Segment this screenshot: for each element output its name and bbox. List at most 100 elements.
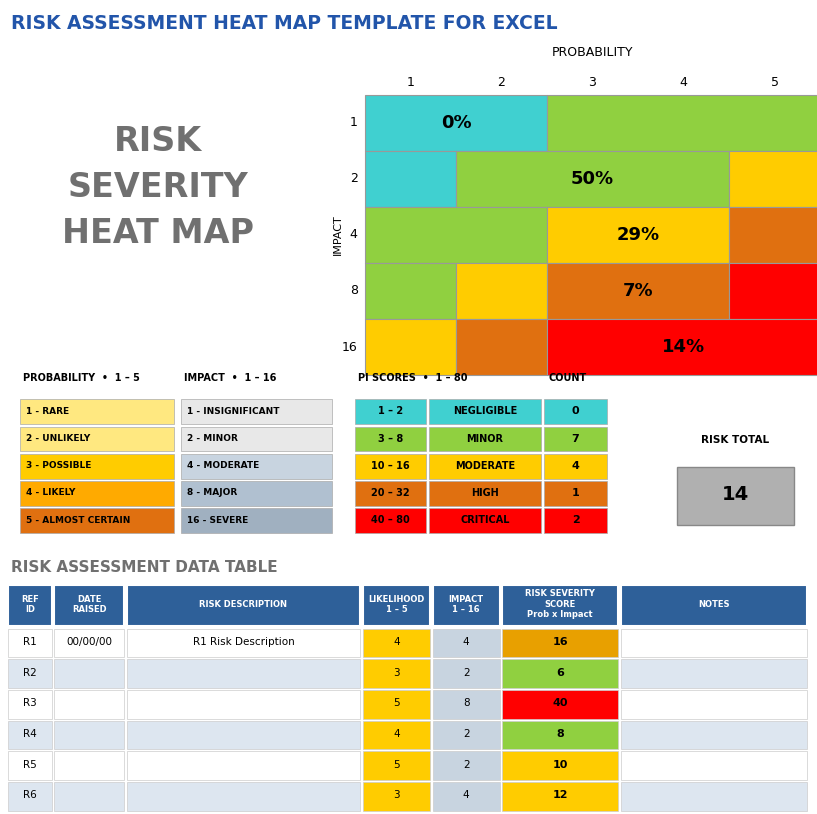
Bar [181, 508, 332, 533]
Text: 5: 5 [393, 698, 400, 708]
Bar [127, 751, 360, 780]
Text: RISK SEVERITY
SCORE
Prob x Impact: RISK SEVERITY SCORE Prob x Impact [525, 589, 596, 619]
Text: 4: 4 [393, 729, 400, 739]
Text: 1 - RARE: 1 - RARE [26, 407, 69, 416]
Bar [8, 751, 52, 780]
Text: MODERATE: MODERATE [455, 461, 515, 470]
Bar [543, 454, 608, 479]
Bar [363, 628, 430, 658]
Bar [55, 659, 124, 688]
Text: 16: 16 [342, 340, 358, 353]
Text: 10 – 16: 10 – 16 [372, 461, 410, 470]
Bar [20, 400, 174, 424]
Bar [543, 400, 608, 424]
Bar [429, 427, 541, 451]
Bar [543, 481, 608, 505]
Bar [181, 400, 332, 424]
Text: 0: 0 [572, 406, 579, 416]
Bar [8, 720, 52, 750]
Text: RISK
SEVERITY
HEAT MAP: RISK SEVERITY HEAT MAP [61, 125, 253, 250]
Bar [8, 781, 52, 811]
Bar [355, 454, 426, 479]
Bar [8, 628, 52, 658]
Bar [55, 751, 124, 780]
Bar [432, 720, 500, 750]
Bar [55, 584, 124, 626]
Bar [181, 481, 332, 505]
Text: R5: R5 [23, 759, 37, 769]
Text: RISK ASSESSMENT DATA TABLE: RISK ASSESSMENT DATA TABLE [11, 561, 277, 575]
Bar [429, 400, 541, 424]
Bar [432, 690, 500, 719]
Bar [363, 720, 430, 750]
Text: PROBABILITY  •  1 – 5: PROBABILITY • 1 – 5 [23, 373, 140, 383]
Bar [432, 781, 500, 811]
Text: 10: 10 [552, 759, 568, 769]
Text: 00/00/00: 00/00/00 [66, 637, 112, 647]
Text: 8: 8 [463, 698, 470, 708]
Text: 1 - INSIGNIFICANT: 1 - INSIGNIFICANT [187, 407, 279, 416]
Text: COUNT: COUNT [549, 373, 587, 383]
Bar [20, 508, 174, 533]
Text: 14%: 14% [662, 338, 705, 356]
Bar [432, 628, 500, 658]
Bar [127, 720, 360, 750]
Text: R6: R6 [23, 790, 37, 800]
Text: 4: 4 [463, 637, 470, 647]
Bar [55, 690, 124, 719]
Bar [547, 95, 817, 151]
Text: 3: 3 [393, 667, 400, 678]
Bar [355, 400, 426, 424]
Bar [55, 628, 124, 658]
Bar [547, 207, 729, 263]
Bar [621, 781, 806, 811]
Text: 40 – 80: 40 – 80 [371, 515, 410, 525]
Bar [181, 427, 332, 451]
Text: 2: 2 [463, 667, 470, 678]
Text: 1 – 2: 1 – 2 [378, 406, 404, 416]
Text: 3: 3 [588, 76, 596, 89]
Bar [8, 659, 52, 688]
Bar [621, 690, 806, 719]
Text: HIGH: HIGH [471, 488, 499, 498]
Text: R3: R3 [23, 698, 37, 708]
Text: 2 - UNLIKELY: 2 - UNLIKELY [26, 434, 91, 443]
Bar [502, 659, 618, 688]
Text: NEGLIGIBLE: NEGLIGIBLE [453, 406, 517, 416]
Text: 5: 5 [770, 76, 779, 89]
Bar [365, 263, 456, 319]
Bar [55, 720, 124, 750]
Bar [429, 481, 541, 505]
Text: IMPACT: IMPACT [333, 215, 342, 256]
Text: 8: 8 [350, 285, 358, 297]
Bar [502, 690, 618, 719]
Bar [20, 454, 174, 479]
Text: 2: 2 [463, 729, 470, 739]
Text: IMPACT
1 – 16: IMPACT 1 – 16 [449, 595, 484, 614]
Text: 2 - MINOR: 2 - MINOR [187, 434, 238, 443]
Text: MINOR: MINOR [467, 434, 503, 444]
Bar [365, 319, 456, 375]
Text: R4: R4 [23, 729, 37, 739]
Bar [365, 207, 547, 263]
Text: 3: 3 [393, 790, 400, 800]
Text: 7: 7 [572, 434, 579, 444]
Text: 0%: 0% [440, 114, 471, 132]
Bar [502, 628, 618, 658]
Bar [621, 628, 806, 658]
Bar [547, 319, 817, 375]
Bar [547, 263, 729, 319]
Text: 8: 8 [556, 729, 565, 739]
Text: LIKELIHOOD
1 – 5: LIKELIHOOD 1 – 5 [368, 595, 425, 614]
Text: 4: 4 [393, 637, 400, 647]
Text: R2: R2 [23, 667, 37, 678]
Text: 1: 1 [350, 116, 358, 129]
Bar [55, 781, 124, 811]
Text: 4: 4 [350, 229, 358, 242]
Bar [429, 508, 541, 533]
Bar [8, 584, 52, 626]
Bar [429, 454, 541, 479]
Text: 20 – 32: 20 – 32 [372, 488, 410, 498]
Text: 2: 2 [572, 515, 579, 525]
Bar [543, 508, 608, 533]
